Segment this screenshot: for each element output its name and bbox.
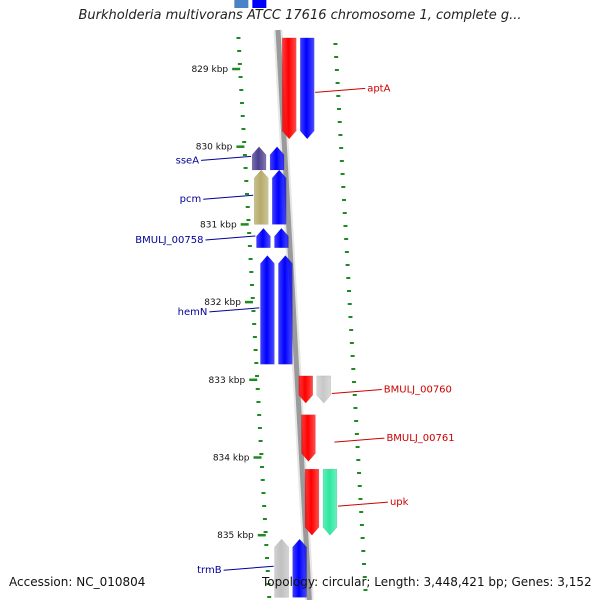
gene-label: upk <box>390 497 409 508</box>
gene-bar-cutoff <box>252 0 267 8</box>
gene-bar-secondary <box>269 146 285 171</box>
gene-bar-secondary <box>316 375 332 404</box>
gene-bar-secondary <box>278 255 293 365</box>
gene-leader-line <box>203 194 254 200</box>
gene-label: hemN <box>178 307 208 318</box>
tick-label: 831 kbp <box>200 220 237 230</box>
gene-bar-secondary <box>322 468 338 536</box>
gene-label: BMULJ_00761 <box>386 433 454 444</box>
tick-label: 832 kbp <box>204 298 241 308</box>
gene-label: trmB <box>197 565 222 576</box>
gene-bar <box>274 538 289 598</box>
gene-label: aptA <box>367 83 390 94</box>
gene-bar-secondary <box>299 37 315 140</box>
genome-summary: Topology: circular; Length: 3,448,421 bp… <box>262 575 592 589</box>
map-title: Burkholderia multivorans ATCC 17616 chro… <box>78 8 522 23</box>
accession-text: Accession: NC_010804 <box>9 575 146 589</box>
tick-label: 835 kbp <box>217 531 254 541</box>
gene-bar <box>253 169 269 225</box>
gene-bar <box>260 255 275 365</box>
gene-label: pcm <box>180 194 202 205</box>
tick-label: 830 kbp <box>196 143 233 153</box>
gene-leader-line <box>201 155 252 161</box>
gene-leader-line <box>334 437 385 443</box>
gene-label: BMULJ_00758 <box>135 235 203 246</box>
gene-leader-line <box>223 565 274 571</box>
gene-leader-line <box>209 307 260 313</box>
gene-leader-line <box>315 87 366 93</box>
gene-bar <box>298 375 314 404</box>
gene-leader-line <box>337 501 389 507</box>
gene-bar <box>251 146 267 171</box>
gene-label: sseA <box>176 155 200 166</box>
tick-label: 833 kbp <box>209 376 246 386</box>
gene-bar-secondary <box>271 169 287 225</box>
gene-label: BMULJ_00760 <box>384 385 452 396</box>
gene-leader-line <box>205 235 256 241</box>
gene-bar <box>281 37 297 140</box>
gene-bar <box>304 468 320 536</box>
gene-bar-secondary <box>292 538 307 598</box>
gene-leader-line <box>331 389 382 395</box>
gene-bar-secondary <box>274 227 289 248</box>
gene-bar-cutoff <box>234 0 249 8</box>
gene-bar <box>256 227 271 248</box>
tick-label: 834 kbp <box>213 454 250 464</box>
gene-bar <box>301 414 316 462</box>
tick-label: 829 kbp <box>191 65 228 75</box>
